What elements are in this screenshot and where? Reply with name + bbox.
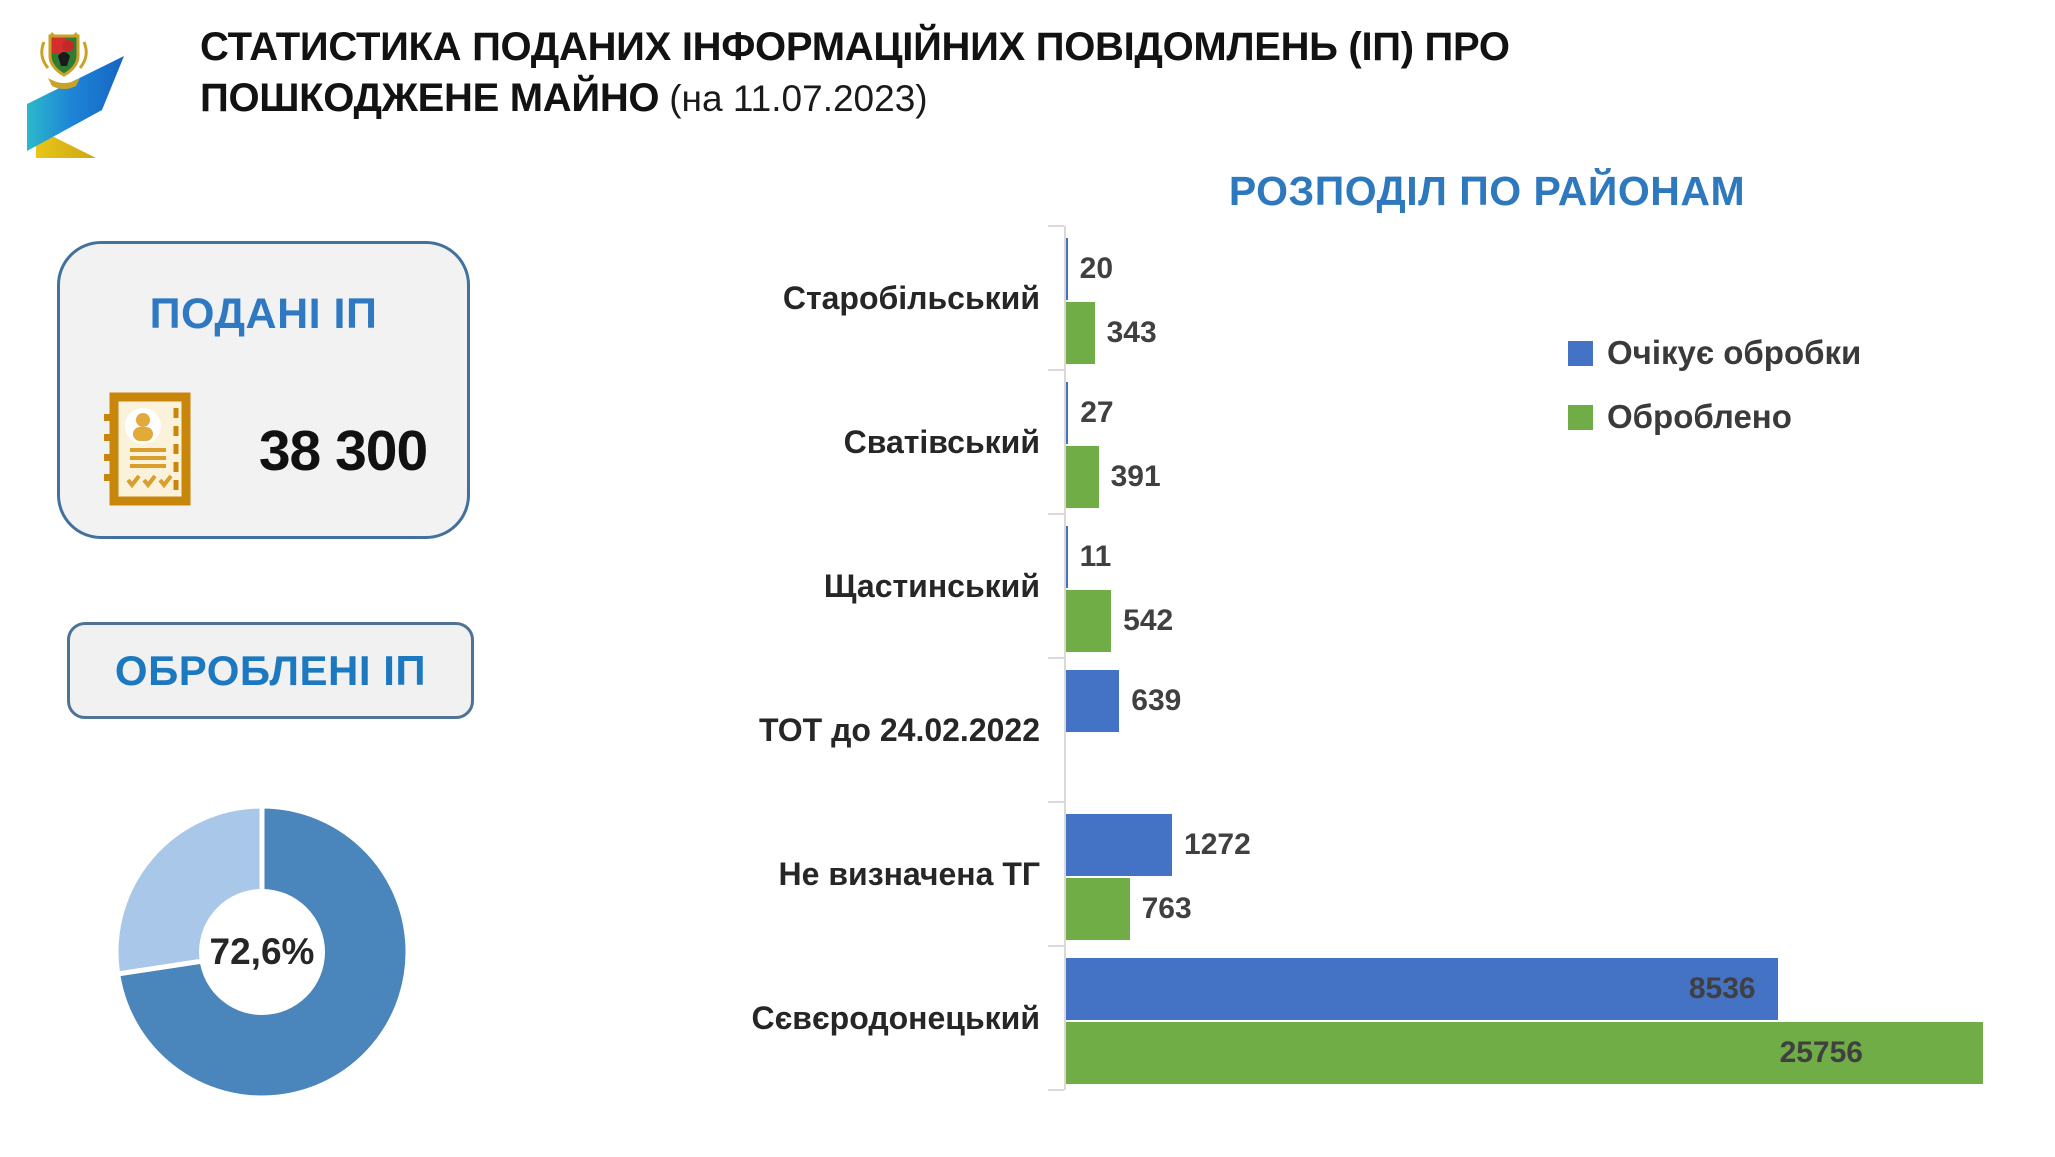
axis-tick <box>1048 225 1064 227</box>
bar-value-label: 1272 <box>1184 828 1251 861</box>
bar-value-label: 8536 <box>1688 972 1756 1005</box>
bar-value-label: 20 <box>1079 252 1114 285</box>
legend-swatch <box>1568 404 1593 430</box>
category-label: ТОТ до 24.02.2022 <box>759 711 1040 748</box>
bar-value-label: 542 <box>1123 604 1174 637</box>
bar-value-label: 11 <box>1079 540 1112 573</box>
title-line-2: ПОШКОДЖЕНЕ МАЙНО (на 11.07.2023) <box>200 75 928 120</box>
category-label: Сєвєродонецький <box>751 999 1040 1036</box>
bar-pending <box>1066 382 1069 444</box>
axis-tick <box>1048 369 1064 371</box>
axis-tick <box>1048 657 1064 659</box>
bar-processed <box>1066 446 1099 508</box>
submitted-reports-card: ПОДАНІ ІП 38 300 <box>57 241 470 539</box>
legend-label: Оброблено <box>1607 398 1792 435</box>
bar-pending <box>1066 238 1068 300</box>
bar-chart-category-labels: Старобільський Сватівський Щастинський ТОТ … <box>530 226 1040 1090</box>
bar-pending <box>1066 670 1120 732</box>
submitted-card-title: ПОДАНІ ІП <box>149 290 378 338</box>
title-date: (на 11.07.2023) <box>669 77 928 119</box>
legend-item: Оброблено <box>1568 398 1861 435</box>
bar-processed <box>1066 1022 1983 1084</box>
axis-tick <box>1048 513 1064 515</box>
bar-chart-legend: Очікує обробки Оброблено <box>1568 334 1862 464</box>
legend-swatch <box>1568 340 1593 366</box>
bar-value-label: 27 <box>1080 396 1114 429</box>
bar-pending <box>1066 526 1068 588</box>
bar-value-label: 639 <box>1131 684 1182 717</box>
bar-value-label: 25756 <box>1779 1036 1863 1069</box>
legend-label: Очікує обробки <box>1607 334 1862 371</box>
bar-chart-title: РОЗПОДІЛ ПО РАЙОНАМ <box>1228 168 1746 214</box>
category-label: Щастинський <box>823 567 1040 604</box>
processed-share-donut-chart <box>113 803 411 1101</box>
processed-reports-card: ОБРОБЛЕНІ ІП <box>67 622 474 719</box>
bar-value-label: 391 <box>1110 460 1161 493</box>
axis-tick <box>1048 801 1064 803</box>
bar-chart-plot-area: 20 343 27 391 11 542 639 1272 763 8536 25756 <box>1066 226 2010 1090</box>
bar-chart-axis <box>1064 226 1066 1090</box>
bar-pending <box>1066 814 1173 876</box>
bar-value-label: 343 <box>1106 316 1157 349</box>
axis-tick <box>1048 1089 1064 1091</box>
bar-processed <box>1066 590 1112 652</box>
legend-item: Очікує обробки <box>1568 334 1862 371</box>
person-report-document-icon <box>104 392 191 506</box>
coat-of-arms <box>40 32 88 89</box>
category-label: Старобільський <box>782 279 1040 316</box>
region-logo-icon <box>27 32 124 158</box>
title-line-1: СТАТИСТИКА ПОДАНИХ ІНФОРМАЦІЙНИХ ПОВІДОМ… <box>200 25 1510 69</box>
submitted-count: 38 300 <box>258 419 428 483</box>
bar-processed <box>1066 302 1095 364</box>
processed-card-title: ОБРОБЛЕНІ ІП <box>114 646 427 694</box>
bar-processed <box>1066 878 1130 940</box>
bar-pending <box>1066 958 1778 1020</box>
bar-value-label: 763 <box>1141 892 1192 925</box>
axis-tick <box>1048 945 1064 947</box>
category-label: Сватівський <box>843 423 1040 460</box>
donut-hole <box>199 889 325 1015</box>
page-title: СТАТИСТИКА ПОДАНИХ ІНФОРМАЦІЙНИХ ПОВІДОМ… <box>200 22 1510 124</box>
category-label: Не визначена ТГ <box>778 855 1040 892</box>
flag-blue-shape <box>27 56 124 151</box>
